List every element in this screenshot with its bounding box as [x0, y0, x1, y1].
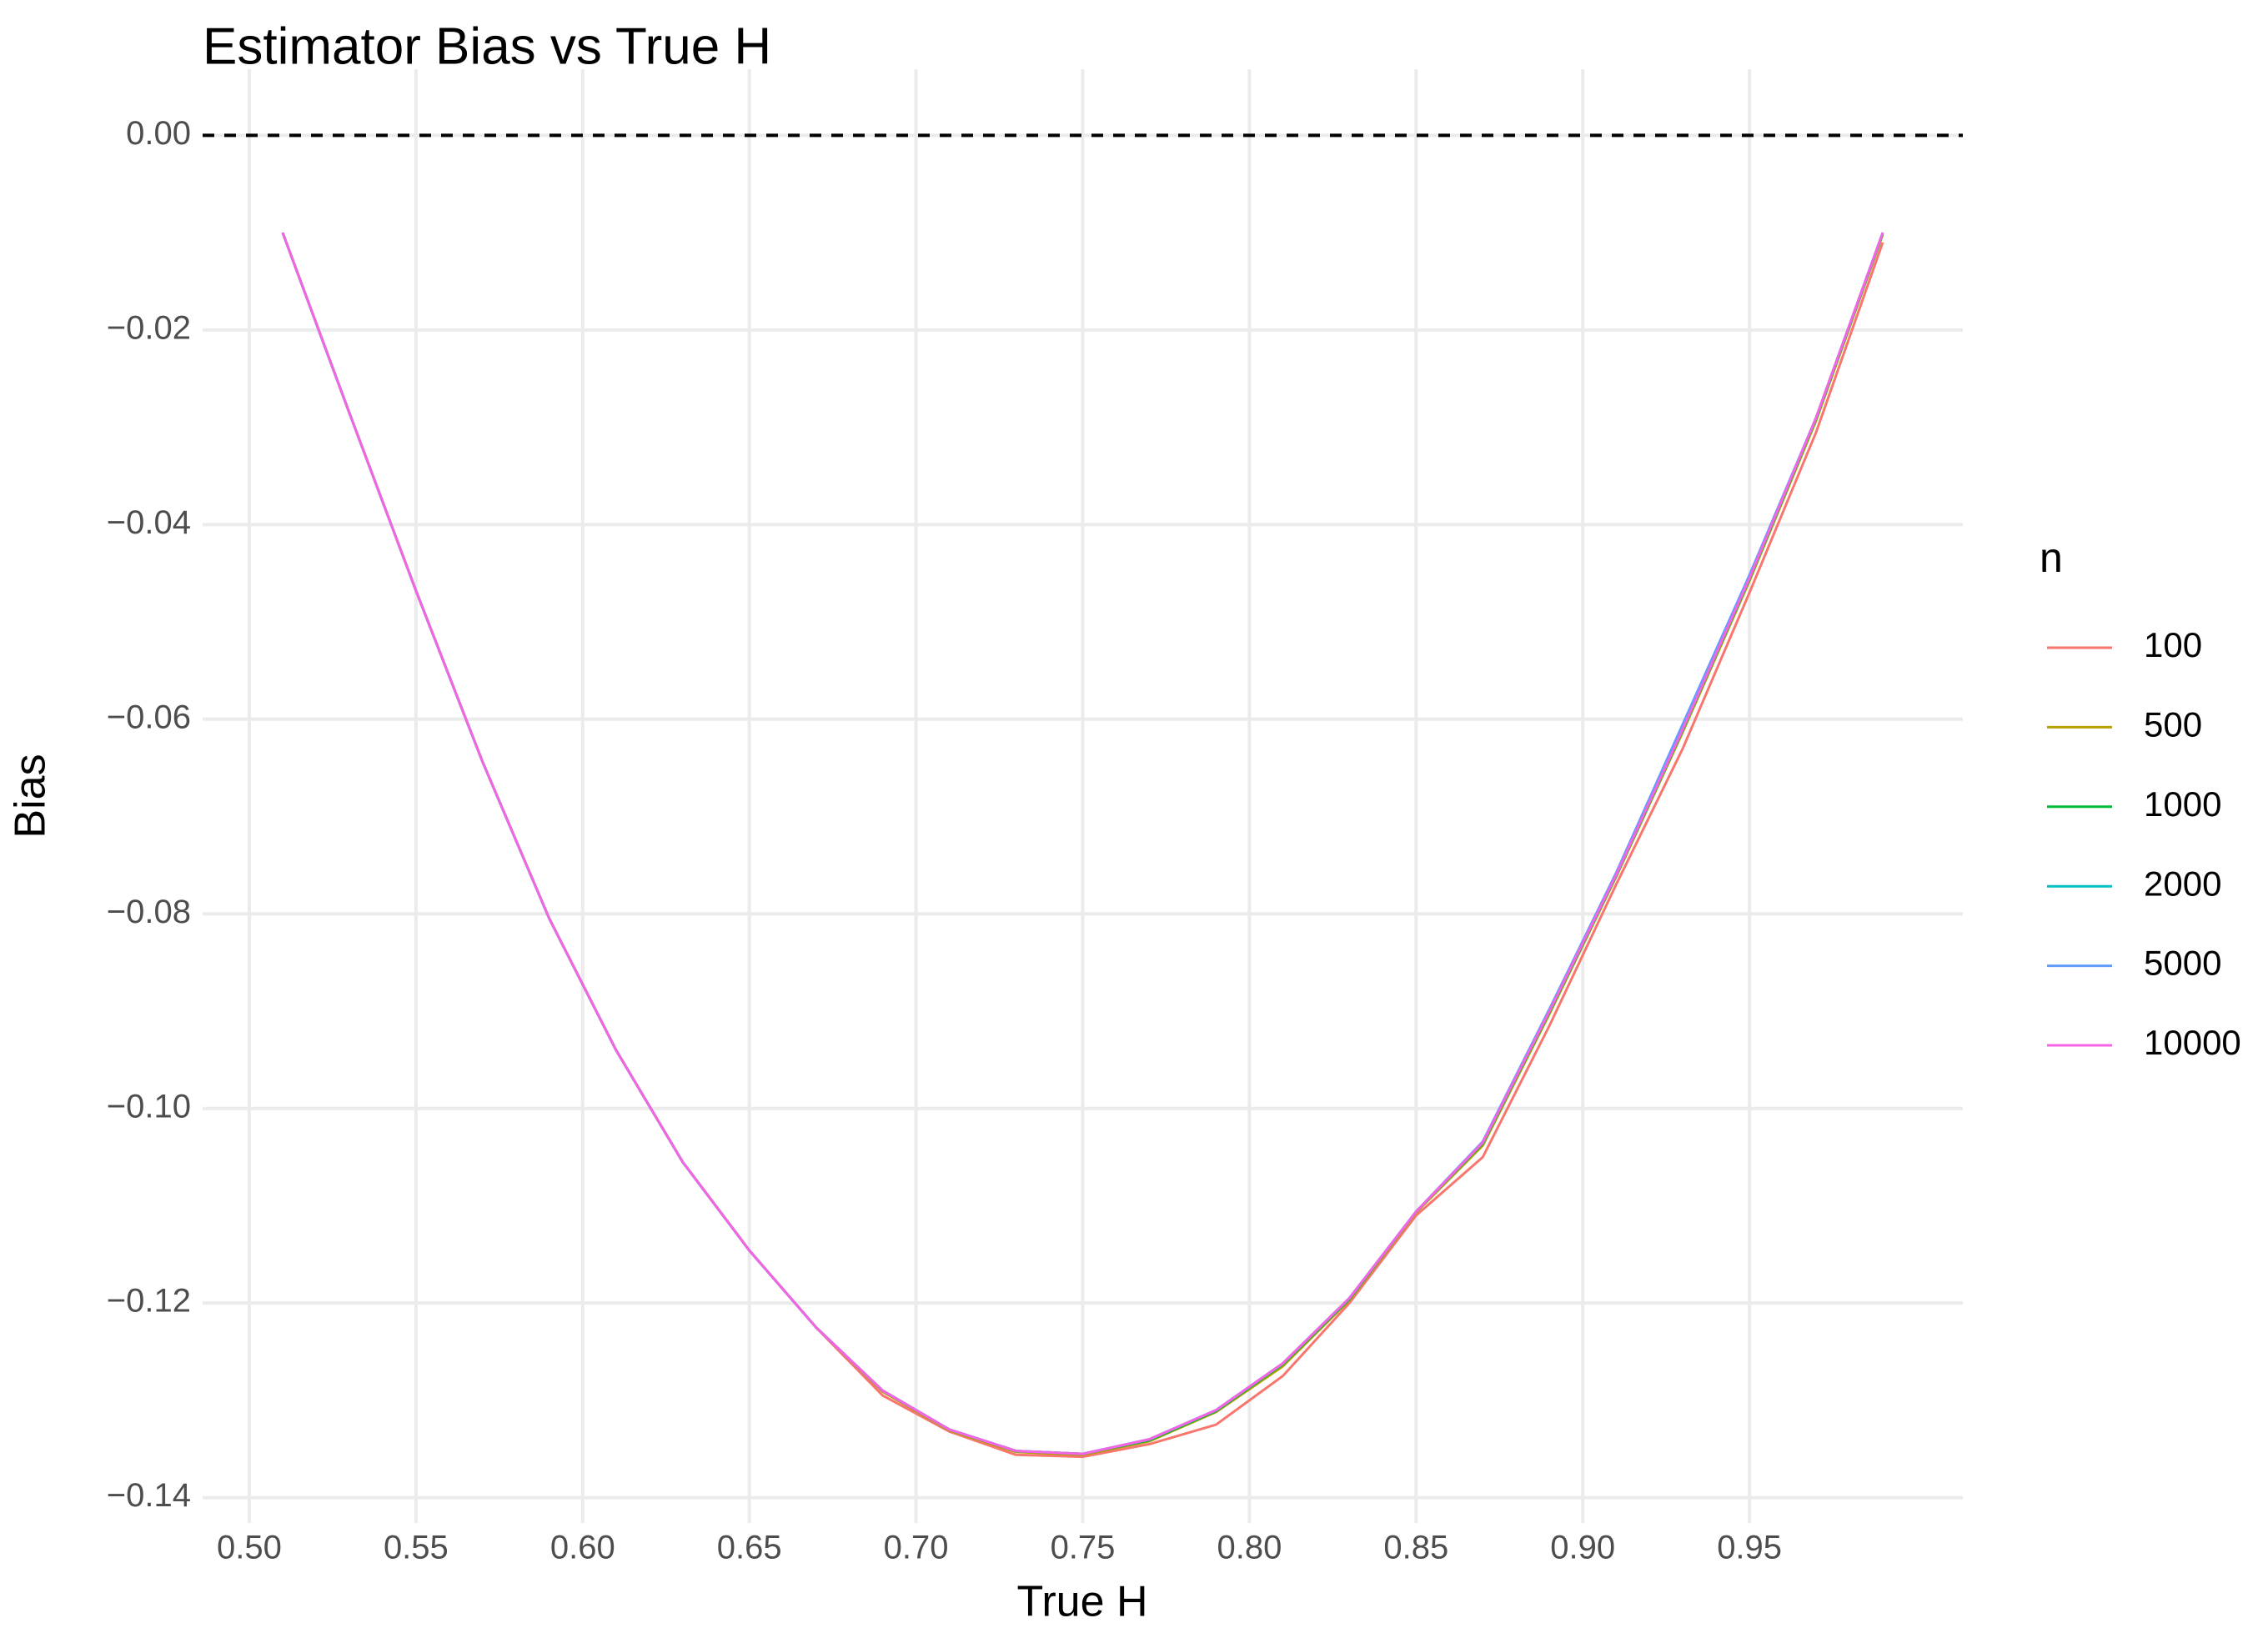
x-tick-label: 0.70 — [884, 1530, 949, 1566]
legend-title: n — [2040, 534, 2063, 581]
series-line — [281, 232, 1884, 1455]
y-tick-label: 0.00 — [126, 115, 191, 152]
x-tick-label: 0.85 — [1383, 1530, 1448, 1566]
legend-label: 2000 — [2144, 864, 2221, 903]
x-tick-label: 0.95 — [1717, 1530, 1782, 1566]
x-axis-title: True H — [1017, 1578, 1148, 1626]
legend-label: 100 — [2144, 625, 2202, 664]
x-tick-label: 0.50 — [217, 1530, 282, 1566]
y-tick-label: −0.14 — [107, 1477, 191, 1514]
y-tick-label: −0.12 — [107, 1283, 191, 1320]
y-tick-label: −0.10 — [107, 1088, 191, 1125]
y-tick-label: −0.08 — [107, 894, 191, 930]
y-tick-label: −0.02 — [107, 309, 191, 346]
legend-label: 5000 — [2144, 944, 2221, 983]
x-tick-label: 0.75 — [1051, 1530, 1116, 1566]
legend-label: 10000 — [2144, 1023, 2241, 1062]
x-tick-label: 0.60 — [550, 1530, 615, 1566]
y-tick-label: −0.06 — [107, 699, 191, 735]
x-tick-label: 0.90 — [1550, 1530, 1615, 1566]
x-tick-label: 0.65 — [717, 1530, 782, 1566]
legend-label: 1000 — [2144, 784, 2221, 824]
x-tick-label: 0.80 — [1217, 1530, 1282, 1566]
chart-title: Estimator Bias vs True H — [203, 18, 771, 75]
x-tick-label: 0.55 — [384, 1530, 449, 1566]
y-axis-title: Bias — [7, 754, 55, 838]
legend-label: 500 — [2144, 704, 2202, 744]
y-tick-label: −0.04 — [107, 504, 191, 541]
